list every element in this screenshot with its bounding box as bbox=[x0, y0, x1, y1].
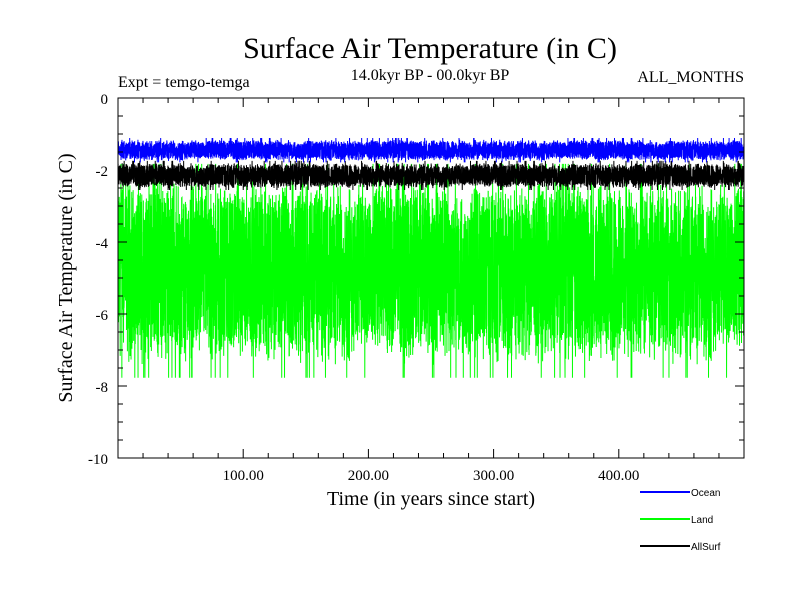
x-tick-label: 200.00 bbox=[348, 468, 389, 484]
legend-label-land: Land bbox=[691, 515, 713, 526]
y-tick-label: -10 bbox=[88, 452, 108, 468]
y-tick-label: 0 bbox=[101, 92, 109, 108]
series-line-land bbox=[117, 163, 745, 378]
chart-subtitle: 14.0kyr BP - 00.0kyr BP bbox=[351, 67, 510, 84]
x-tick-label: 100.00 bbox=[223, 468, 264, 484]
x-tick-label: 300.00 bbox=[473, 468, 514, 484]
y-tick-label: -4 bbox=[96, 236, 109, 252]
legend: Ocean Land AllSurf bbox=[640, 488, 721, 553]
x-tick-label: 400.00 bbox=[598, 468, 639, 484]
y-tick-label: -6 bbox=[96, 308, 109, 324]
months-label: ALL_MONTHS bbox=[637, 69, 744, 86]
plot-area bbox=[117, 138, 745, 378]
x-axis-label: Time (in years since start) bbox=[327, 488, 535, 510]
y-tick-label: -8 bbox=[96, 380, 109, 396]
legend-label-ocean: Ocean bbox=[691, 488, 720, 499]
experiment-label: Expt = temgo-temga bbox=[118, 74, 250, 91]
axis-ticks: 0 -2 -4 -6 -8 -10 100.00 200.00 300.00 400.00 bbox=[88, 92, 744, 484]
legend-label-allsurf: AllSurf bbox=[691, 542, 721, 553]
y-tick-label: -2 bbox=[96, 164, 109, 180]
series-line-allsurf bbox=[117, 160, 745, 191]
y-axis-label: Surface Air Temperature (in C) bbox=[55, 153, 77, 402]
series-line-ocean bbox=[117, 138, 745, 163]
chart-title: Surface Air Temperature (in C) bbox=[243, 32, 617, 65]
